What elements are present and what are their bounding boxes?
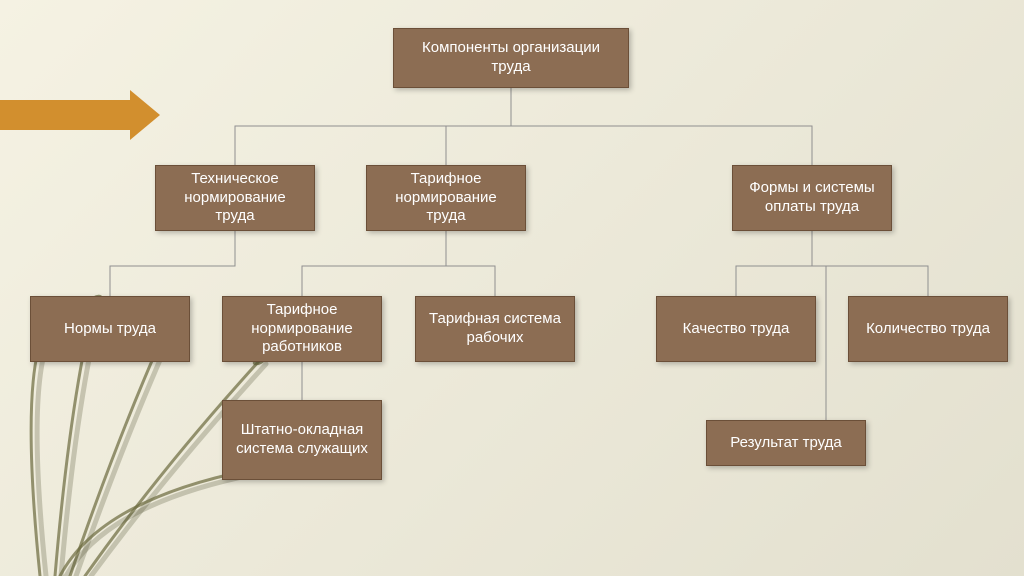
arrow-decoration (0, 90, 160, 145)
org-node-l3c: Тарифная система рабочих (415, 296, 575, 362)
org-node-l4b: Результат труда (706, 420, 866, 466)
grass-decoration (0, 0, 320, 576)
org-node-l4a: Штатно-окладная система служащих (222, 400, 382, 480)
org-chart-canvas: Компоненты организации труда Техническое … (0, 0, 1024, 576)
org-node-l3d: Качество труда (656, 296, 816, 362)
org-node-l3b: Тарифное нормирование работников (222, 296, 382, 362)
org-node-l3e: Количество труда (848, 296, 1008, 362)
org-node-l2b: Тарифное нормирование труда (366, 165, 526, 231)
org-node-l2a: Техническое нормирование труда (155, 165, 315, 231)
org-node-l2c: Формы и системы оплаты труда (732, 165, 892, 231)
org-node-root: Компоненты организации труда (393, 28, 629, 88)
org-node-l3a: Нормы труда (30, 296, 190, 362)
